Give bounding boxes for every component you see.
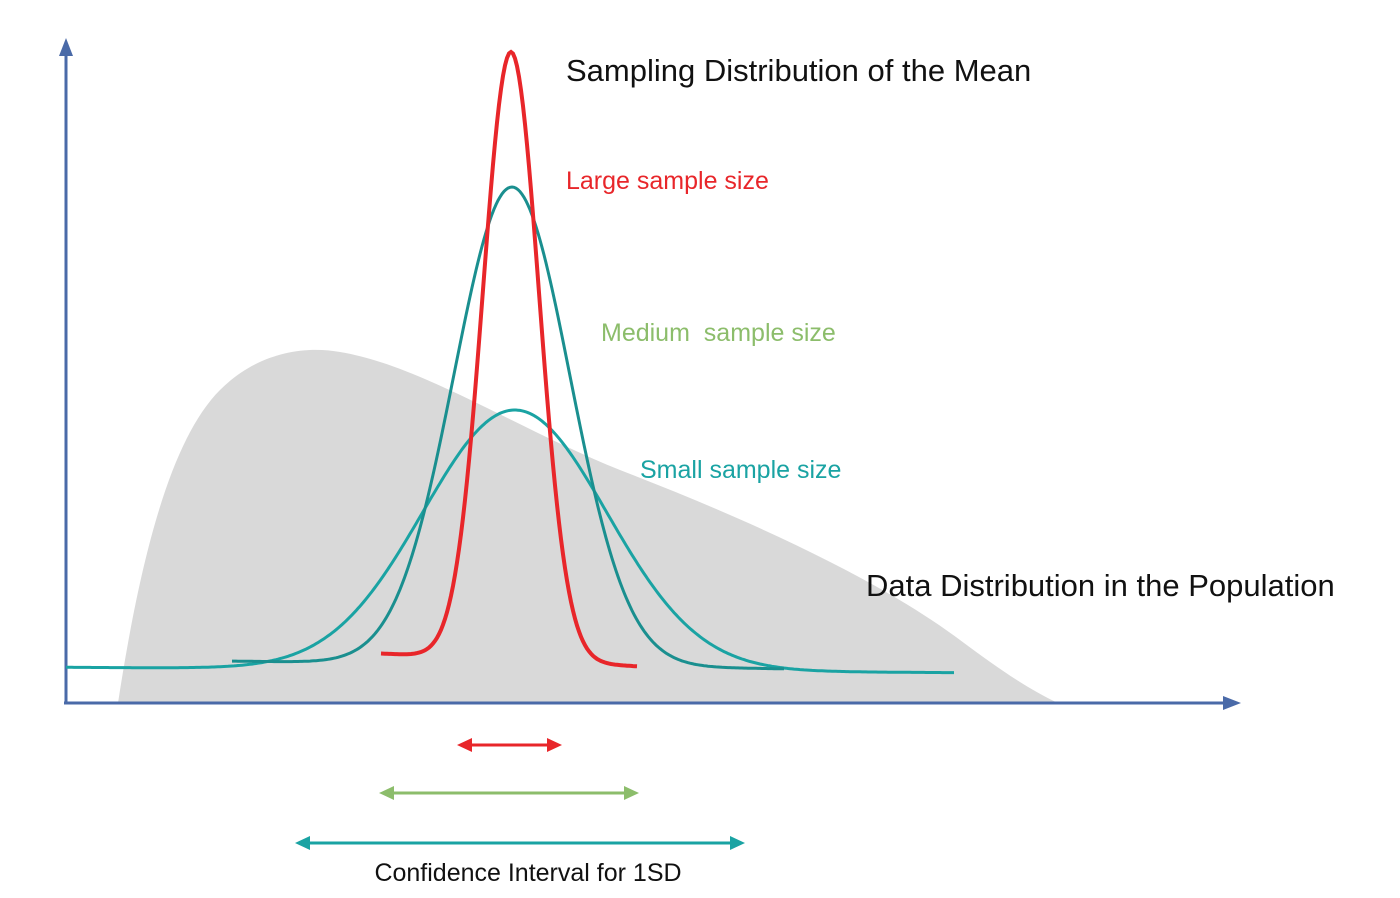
medium-sample-curve [232,185,784,671]
large-sample-label: Large sample size [566,167,769,195]
y-axis-arrowhead [59,38,73,56]
x-axis-arrowhead [1223,696,1241,710]
medium-sample-label: Medium sample size [601,319,836,347]
ci-arrow-medium [379,786,639,800]
axes [59,38,1241,710]
large-sample-curve [380,49,638,669]
small-sample-curve [66,408,954,675]
diagram-title: Sampling Distribution of the Mean [566,53,1031,88]
ci-arrow-small [295,836,745,850]
ci-arrow-large [457,738,562,752]
small-sample-label: Small sample size [640,456,841,484]
ci-label: Confidence Interval for 1SD [374,859,681,887]
population-label: Data Distribution in the Population [866,568,1335,603]
